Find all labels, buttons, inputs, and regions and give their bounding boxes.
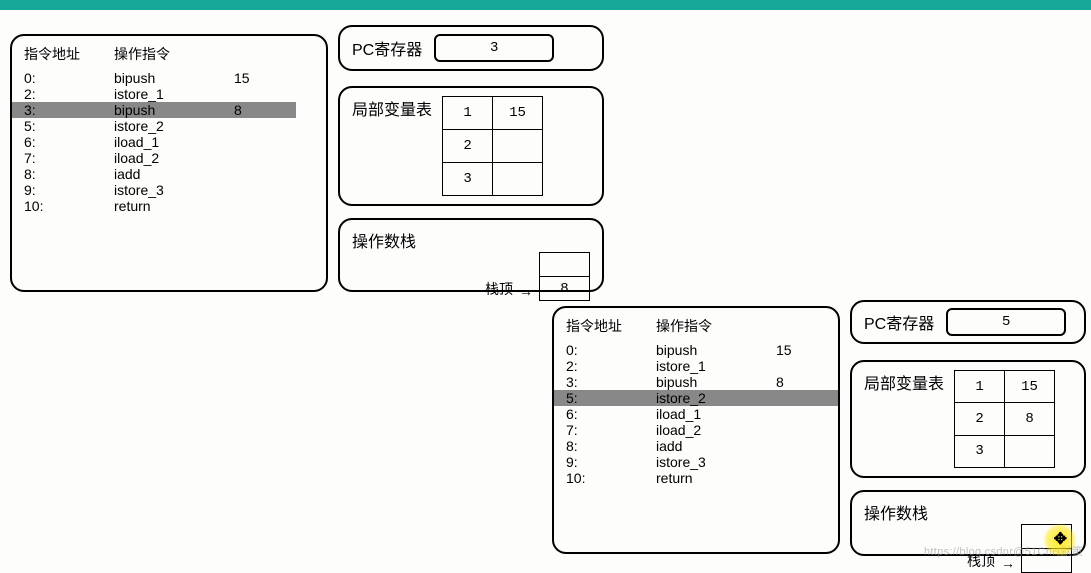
stack-cell: 8 xyxy=(540,277,590,301)
instruction-arg: 15 xyxy=(776,342,826,358)
instruction-arg: 8 xyxy=(776,374,826,390)
instruction-addr: 10: xyxy=(24,198,114,214)
local-var-table-2: 115283 xyxy=(954,370,1055,468)
instruction-addr: 6: xyxy=(566,406,656,422)
instruction-op: iload_1 xyxy=(114,134,234,150)
stack-top-label: 栈顶 xyxy=(485,279,513,301)
local-var-table-label: 局部变量表 xyxy=(352,96,432,196)
instruction-op: istore_3 xyxy=(656,454,776,470)
instruction-arg xyxy=(234,134,284,150)
instruction-op: iload_2 xyxy=(656,422,776,438)
cursor-move-icon: ✥ xyxy=(1054,529,1067,549)
col-header-address: 指令地址 xyxy=(566,316,656,342)
pc-register-value-1: 3 xyxy=(434,34,554,62)
top-accent-bar xyxy=(0,0,1091,10)
pc-register-label: PC寄存器 xyxy=(352,36,422,60)
instruction-panel-2: 指令地址 操作指令 0:bipush15 2:istore_13:bipush8 5… xyxy=(552,306,840,554)
instruction-op: return xyxy=(656,470,776,486)
instruction-arg xyxy=(234,166,284,182)
instruction-arg xyxy=(234,150,284,166)
instruction-addr: 3: xyxy=(12,102,114,118)
col-header-instruction: 操作指令 xyxy=(114,44,234,70)
instruction-addr: 0: xyxy=(24,70,114,86)
instruction-op: iadd xyxy=(114,166,234,182)
lvt-cell: 15 xyxy=(1005,371,1055,403)
operand-stack-1: 8 xyxy=(539,252,590,301)
local-var-table-panel-2: 局部变量表 115283 xyxy=(850,360,1086,478)
local-var-table-1: 11523 xyxy=(442,96,543,196)
instruction-op: istore_2 xyxy=(114,118,234,134)
instruction-arg: 15 xyxy=(234,70,284,86)
instruction-op: return xyxy=(114,198,234,214)
pc-register-panel-1: PC寄存器 3 xyxy=(338,25,604,71)
lvt-cell: 3 xyxy=(443,163,493,196)
instruction-arg xyxy=(234,198,284,214)
instruction-op: iadd xyxy=(656,438,776,454)
col-header-arg xyxy=(776,316,826,342)
instruction-op: bipush xyxy=(656,342,776,358)
instruction-panel-1: 指令地址 操作指令 0:bipush15 2:istore_13:bipush8 5… xyxy=(10,34,328,292)
lvt-cell: 8 xyxy=(1005,403,1055,435)
instruction-arg: 8 xyxy=(234,102,296,118)
col-header-instruction: 操作指令 xyxy=(656,316,776,342)
instruction-op: bipush xyxy=(114,70,234,86)
stack-cell xyxy=(540,253,590,277)
instruction-arg xyxy=(234,86,284,102)
local-var-table-label: 局部变量表 xyxy=(864,370,944,468)
lvt-cell xyxy=(493,130,543,163)
operand-stack-panel-1: 操作数栈 栈顶 → 8 xyxy=(338,218,604,292)
lvt-cell: 15 xyxy=(493,97,543,130)
instruction-arg xyxy=(776,470,826,486)
instruction-addr: 6: xyxy=(24,134,114,150)
pc-register-panel-2: PC寄存器 5 xyxy=(850,300,1086,344)
instruction-addr: 8: xyxy=(24,166,114,182)
operand-stack-label: 操作数栈 xyxy=(352,228,590,252)
instruction-addr: 8: xyxy=(566,438,656,454)
instruction-op: iload_1 xyxy=(656,406,776,422)
instruction-addr: 7: xyxy=(566,422,656,438)
lvt-cell: 2 xyxy=(955,403,1005,435)
instruction-op: bipush xyxy=(656,374,776,390)
instruction-op: istore_1 xyxy=(114,86,234,102)
instruction-arg xyxy=(776,454,826,470)
instruction-addr: 9: xyxy=(24,182,114,198)
col-header-address: 指令地址 xyxy=(24,44,114,70)
instruction-addr: 10: xyxy=(566,470,656,486)
instruction-op: bipush xyxy=(114,102,234,118)
instruction-addr: 2: xyxy=(24,86,114,102)
lvt-cell: 1 xyxy=(955,371,1005,403)
pc-register-label: PC寄存器 xyxy=(864,310,934,334)
instruction-arg xyxy=(776,406,826,422)
lvt-cell xyxy=(493,163,543,196)
arrow-icon: → xyxy=(519,283,533,301)
local-var-table-panel-1: 局部变量表 11523 xyxy=(338,86,604,206)
instruction-addr: 0: xyxy=(566,342,656,358)
instruction-arg xyxy=(776,422,826,438)
instruction-arg xyxy=(234,182,284,198)
lvt-cell: 1 xyxy=(443,97,493,130)
operand-stack-label: 操作数栈 xyxy=(864,500,1072,524)
instruction-op: istore_1 xyxy=(656,358,776,374)
lvt-cell: 2 xyxy=(443,130,493,163)
instruction-addr: 5: xyxy=(554,390,656,406)
instruction-addr: 5: xyxy=(24,118,114,134)
lvt-cell xyxy=(1005,435,1055,467)
instruction-op: iload_2 xyxy=(114,150,234,166)
instruction-addr: 7: xyxy=(24,150,114,166)
col-header-arg xyxy=(234,44,284,70)
instruction-table-1: 指令地址 操作指令 0:bipush152:istore_13:bipush85… xyxy=(24,44,314,214)
instruction-addr: 3: xyxy=(566,374,656,390)
instruction-table-2: 指令地址 操作指令 0:bipush152:istore_13:bipush85… xyxy=(566,316,826,486)
instruction-op: istore_3 xyxy=(114,182,234,198)
instruction-arg xyxy=(776,438,826,454)
lvt-cell: 3 xyxy=(955,435,1005,467)
instruction-arg xyxy=(776,390,838,406)
pc-register-value-2: 5 xyxy=(946,308,1066,336)
instruction-addr: 9: xyxy=(566,454,656,470)
instruction-op: istore_2 xyxy=(656,390,776,406)
instruction-addr: 2: xyxy=(566,358,656,374)
instruction-arg xyxy=(234,118,284,134)
instruction-arg xyxy=(776,358,826,374)
